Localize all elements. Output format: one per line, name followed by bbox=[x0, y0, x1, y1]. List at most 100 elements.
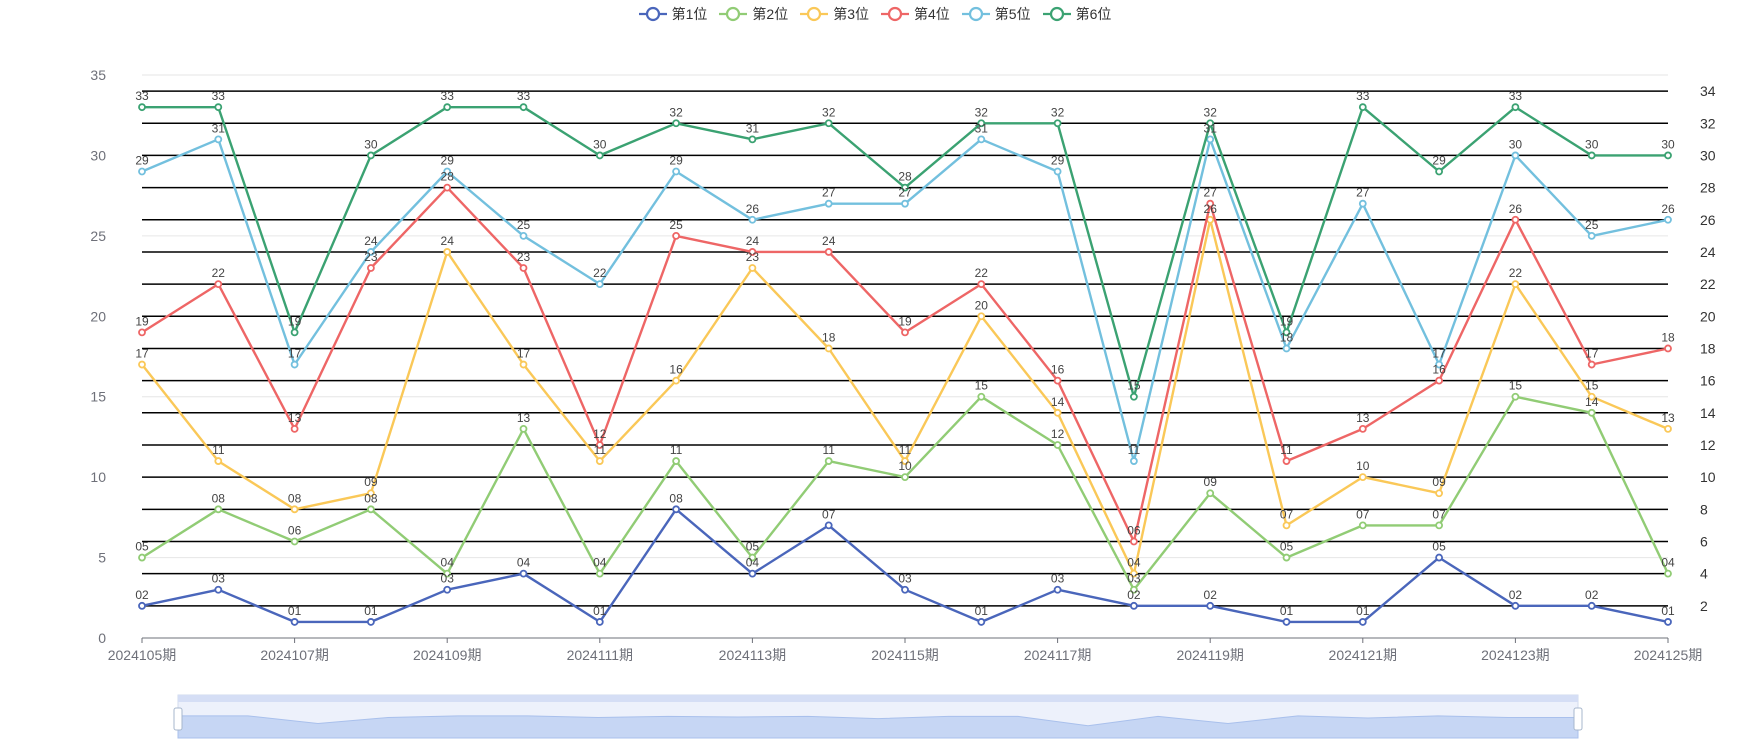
data-point[interactable] bbox=[1664, 151, 1672, 160]
data-point[interactable] bbox=[443, 248, 452, 256]
data-point[interactable] bbox=[1358, 199, 1367, 208]
legend-item-1[interactable]: 第1位 bbox=[638, 4, 707, 24]
legend-item-6[interactable]: 第6位 bbox=[1042, 4, 1111, 24]
data-point[interactable] bbox=[1282, 618, 1291, 626]
data-point[interactable] bbox=[366, 151, 375, 160]
data-point[interactable] bbox=[290, 505, 299, 514]
zoom-right-handle[interactable] bbox=[1573, 707, 1583, 731]
data-point[interactable] bbox=[214, 505, 223, 514]
data-point[interactable] bbox=[748, 264, 757, 272]
data-point[interactable] bbox=[901, 328, 909, 337]
data-point[interactable] bbox=[977, 119, 986, 128]
data-point[interactable] bbox=[214, 135, 223, 144]
data-point[interactable] bbox=[901, 183, 909, 192]
data-point[interactable] bbox=[1511, 215, 1520, 224]
data-point[interactable] bbox=[1053, 119, 1062, 128]
data-point[interactable] bbox=[138, 553, 146, 562]
data-point[interactable] bbox=[901, 585, 909, 594]
data-point[interactable] bbox=[748, 248, 757, 256]
data-point[interactable] bbox=[1435, 167, 1443, 176]
data-point[interactable] bbox=[1511, 151, 1520, 160]
data-point[interactable] bbox=[1053, 408, 1062, 417]
data-point[interactable] bbox=[443, 585, 452, 594]
data-point[interactable] bbox=[214, 457, 223, 465]
data-point[interactable] bbox=[1053, 585, 1062, 594]
data-point[interactable] bbox=[901, 457, 909, 465]
data-point[interactable] bbox=[290, 328, 299, 337]
data-point[interactable] bbox=[1511, 103, 1520, 112]
data-point[interactable] bbox=[1435, 376, 1443, 385]
data-point[interactable] bbox=[977, 280, 986, 289]
data-point[interactable] bbox=[290, 618, 299, 626]
data-point[interactable] bbox=[1435, 553, 1443, 562]
data-point[interactable] bbox=[824, 344, 833, 353]
data-point[interactable] bbox=[977, 135, 986, 144]
legend-item-2[interactable]: 第2位 bbox=[719, 4, 788, 24]
data-point[interactable] bbox=[1511, 601, 1520, 610]
data-point[interactable] bbox=[1053, 376, 1062, 385]
data-point[interactable] bbox=[366, 264, 375, 272]
data-point[interactable] bbox=[519, 231, 528, 240]
data-point[interactable] bbox=[1282, 457, 1291, 465]
data-point[interactable] bbox=[1587, 601, 1596, 610]
data-point[interactable] bbox=[824, 521, 833, 530]
data-point[interactable] bbox=[1206, 601, 1215, 610]
data-point[interactable] bbox=[672, 231, 680, 240]
data-point[interactable] bbox=[824, 457, 833, 465]
data-point[interactable] bbox=[1587, 408, 1596, 417]
data-point[interactable] bbox=[672, 376, 680, 385]
data-point[interactable] bbox=[290, 360, 299, 369]
data-point[interactable] bbox=[1435, 489, 1443, 498]
data-point[interactable] bbox=[672, 167, 680, 176]
zoom-move-bar[interactable] bbox=[178, 695, 1578, 702]
legend-item-5[interactable]: 第5位 bbox=[961, 4, 1031, 24]
data-point[interactable] bbox=[1664, 569, 1672, 578]
data-point[interactable] bbox=[214, 585, 223, 594]
data-point[interactable] bbox=[366, 505, 375, 514]
data-point[interactable] bbox=[1130, 569, 1138, 578]
data-point[interactable] bbox=[595, 441, 604, 449]
data-point[interactable] bbox=[1664, 215, 1672, 224]
data-point[interactable] bbox=[1282, 553, 1291, 562]
data-point[interactable] bbox=[1358, 103, 1367, 112]
data-point[interactable] bbox=[1206, 135, 1215, 144]
data-point[interactable] bbox=[366, 248, 375, 256]
data-point[interactable] bbox=[1511, 280, 1520, 289]
data-point[interactable] bbox=[519, 569, 528, 578]
data-point[interactable] bbox=[138, 360, 146, 369]
data-point[interactable] bbox=[519, 103, 528, 112]
data-point[interactable] bbox=[443, 569, 452, 578]
data-point[interactable] bbox=[138, 167, 146, 176]
data-point[interactable] bbox=[214, 103, 223, 112]
data-point[interactable] bbox=[1587, 392, 1596, 401]
data-point[interactable] bbox=[366, 489, 375, 498]
data-point[interactable] bbox=[748, 553, 757, 562]
data-point[interactable] bbox=[519, 424, 528, 433]
data-point[interactable] bbox=[366, 618, 375, 626]
data-point[interactable] bbox=[1587, 231, 1596, 240]
data-point[interactable] bbox=[1587, 360, 1596, 369]
data-point[interactable] bbox=[519, 360, 528, 369]
data-point[interactable] bbox=[977, 618, 986, 626]
data-point[interactable] bbox=[1282, 344, 1291, 353]
data-point[interactable] bbox=[901, 199, 909, 208]
data-point[interactable] bbox=[748, 135, 757, 144]
data-point[interactable] bbox=[1358, 618, 1367, 626]
data-point[interactable] bbox=[1130, 457, 1138, 465]
data-point[interactable] bbox=[1358, 424, 1367, 433]
legend-item-3[interactable]: 第3位 bbox=[800, 4, 869, 24]
data-point[interactable] bbox=[595, 457, 604, 465]
data-point[interactable] bbox=[519, 264, 528, 272]
data-point[interactable] bbox=[290, 537, 299, 546]
data-point[interactable] bbox=[1435, 521, 1443, 530]
data-point[interactable] bbox=[748, 215, 757, 224]
data-point[interactable] bbox=[290, 424, 299, 433]
data-point[interactable] bbox=[824, 119, 833, 128]
data-point[interactable] bbox=[595, 618, 604, 626]
data-point[interactable] bbox=[977, 392, 986, 401]
data-point[interactable] bbox=[1130, 537, 1138, 546]
zoom-left-handle[interactable] bbox=[173, 707, 183, 731]
data-point[interactable] bbox=[1206, 489, 1215, 498]
data-point[interactable] bbox=[1358, 473, 1367, 482]
data-point[interactable] bbox=[748, 569, 757, 578]
